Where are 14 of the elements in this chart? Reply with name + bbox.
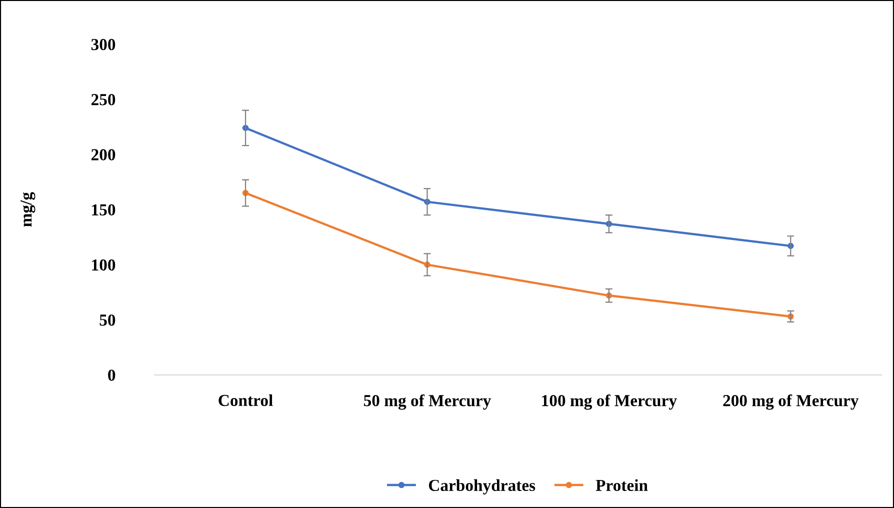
y-tick-label: 250 xyxy=(91,94,116,106)
y-tick-label: 0 xyxy=(108,370,116,381)
legend-label: Carbohydrates xyxy=(428,479,536,494)
y-tick-label: 150 xyxy=(92,204,116,216)
y-axis-title: mg/g xyxy=(20,192,36,227)
legend-label: Protein xyxy=(596,479,648,492)
y-tick-label: 50 xyxy=(100,314,116,326)
y-tick-label: 300 xyxy=(91,38,116,50)
x-tick-label: Control xyxy=(218,394,273,406)
y-tick-label: 200 xyxy=(91,149,116,160)
y-tick-label: 100 xyxy=(92,259,116,271)
x-tick-label: 200 mg of Mercury xyxy=(723,394,859,410)
x-tick-label: 50 mg of Mercury xyxy=(364,394,492,410)
x-tick-label: 100 mg of Mercury xyxy=(542,394,677,410)
